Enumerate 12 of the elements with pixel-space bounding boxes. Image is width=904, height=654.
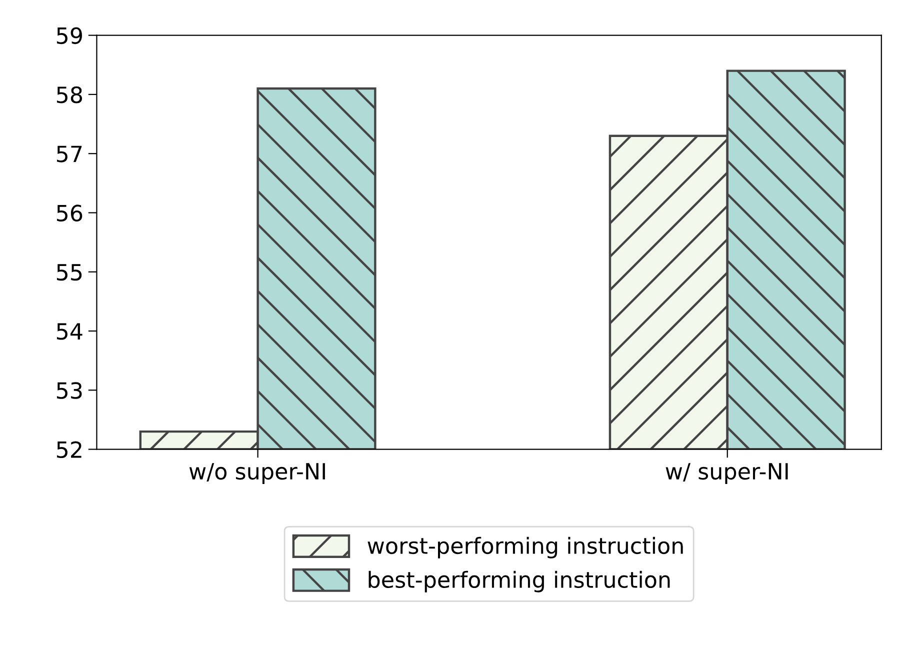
y-tick-label: 59: [56, 27, 82, 44]
legend-label: best-performing instruction: [368, 570, 670, 592]
y-tick-label: 57: [56, 146, 82, 162]
x-tick-label: w/o super-NI: [189, 463, 325, 484]
legend-label: worst-performing instruction: [368, 536, 683, 558]
x-tick-label: w/ super-NI: [666, 463, 788, 484]
y-tick-label: 55: [56, 264, 82, 281]
y-tick-label: 58: [56, 86, 82, 104]
y-tick-label: 56: [56, 204, 82, 222]
y-tick-label: 52: [56, 441, 82, 458]
y-tick-label: 54: [56, 323, 82, 340]
y-tick-label: 53: [56, 382, 82, 399]
